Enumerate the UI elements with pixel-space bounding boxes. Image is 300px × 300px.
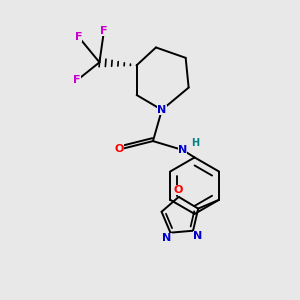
Text: N: N [157, 105, 167, 115]
Text: N: N [162, 233, 172, 243]
Text: N: N [178, 145, 187, 155]
Text: F: F [75, 32, 82, 42]
Text: O: O [115, 143, 124, 154]
Text: F: F [74, 75, 81, 85]
Text: O: O [173, 185, 183, 195]
Text: H: H [191, 138, 199, 148]
Text: F: F [100, 26, 108, 36]
Text: N: N [193, 231, 202, 241]
